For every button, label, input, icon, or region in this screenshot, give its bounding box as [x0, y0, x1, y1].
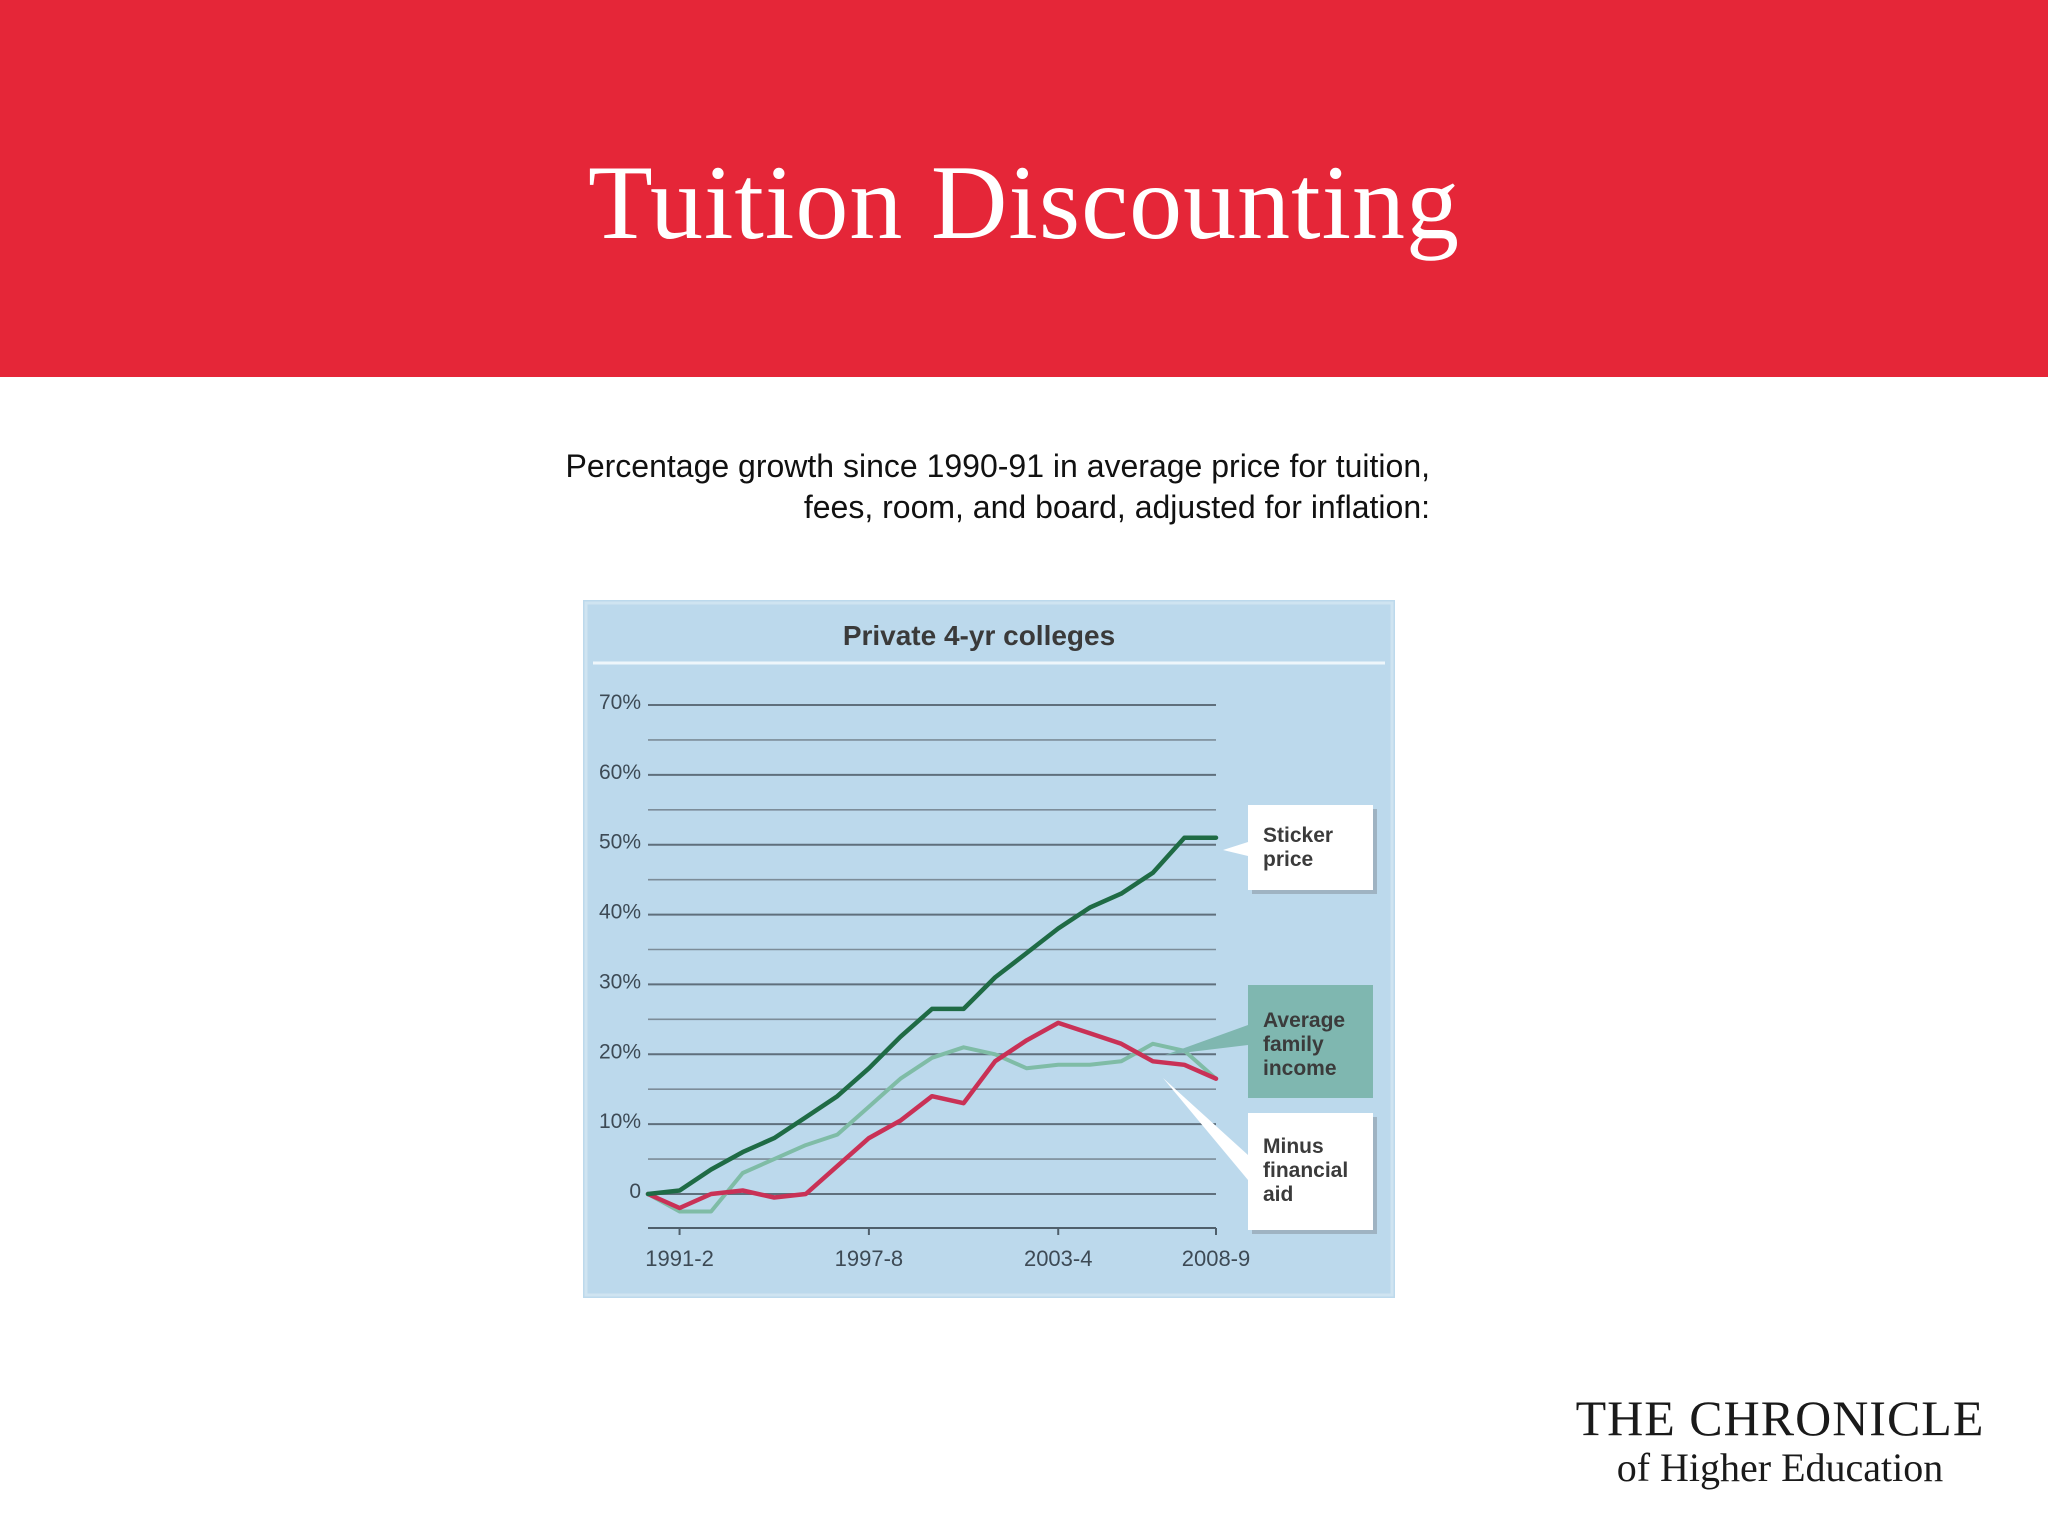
callout-pointer-minus-financial-aid — [1163, 1078, 1248, 1180]
subtitle-line-2: fees, room, and board, adjusted for infl… — [803, 489, 1430, 525]
chronicle-logo: THE CHRONICLE of Higher Education — [1555, 1390, 2005, 1490]
series-line-average-family-income — [646, 1041, 1218, 1214]
line-chart: Private 4-yr colleges 0 10% 20% 30% 40% 50% 60… — [583, 600, 1395, 1298]
subtitle-line-1: Percentage growth since 1990-91 in avera… — [565, 448, 1430, 484]
logo-line-1: THE CHRONICLE — [1575, 1390, 1985, 1446]
series-lines — [645, 835, 1219, 1214]
y-tick-label: 40% — [599, 901, 641, 924]
series-callouts: Sticker price Average family income Minus fina… — [1163, 805, 1377, 1234]
logo-line-2: of Higher Education — [1616, 1445, 1944, 1490]
chart-inner-border — [584, 601, 1394, 1297]
series-line-sticker-price — [645, 835, 1219, 1197]
y-tick-label: 10% — [599, 1110, 641, 1133]
callout-box-sticker-price — [1248, 805, 1373, 890]
y-tick-label: 20% — [599, 1040, 641, 1063]
x-tick-label: 2008-9 — [1182, 1246, 1251, 1271]
x-axis: 1991-2 1997-8 2003-4 2008-9 — [645, 1227, 1251, 1271]
series-line-minus-financial-aid — [645, 1020, 1219, 1211]
y-tick-label: 30% — [599, 970, 641, 993]
chart-panel: Private 4-yr colleges 0 10% 20% 30% 40% 50% 60… — [583, 600, 1395, 1298]
y-tick-label: 0 — [629, 1180, 641, 1203]
gridlines — [648, 704, 1216, 1195]
title-banner: Tuition Discounting — [0, 0, 2048, 377]
callout-label-minus-financial-aid: Minus financial aid — [1263, 1135, 1348, 1206]
slide-title: Tuition Discounting — [587, 143, 1461, 261]
callout-pointer-sticker-price — [1223, 842, 1248, 856]
x-tick-label: 1997-8 — [835, 1246, 904, 1271]
x-tick-label: 2003-4 — [1024, 1246, 1093, 1271]
chart-title: Private 4-yr colleges — [843, 620, 1115, 651]
callout-label-sticker-price: Sticker price — [1263, 824, 1333, 871]
x-tick-label: 1991-2 — [645, 1246, 714, 1271]
y-tick-label: 70% — [599, 691, 641, 714]
callout-pointer-average-family-income — [1165, 1025, 1248, 1055]
y-tick-label: 50% — [599, 831, 641, 854]
y-axis-tick-labels: 0 10% 20% 30% 40% 50% 60% 70% — [599, 691, 641, 1203]
slide-subtitle: Percentage growth since 1990-91 in avera… — [480, 446, 1430, 528]
y-tick-label: 60% — [599, 761, 641, 784]
callout-box-average-family-income — [1248, 985, 1373, 1098]
callout-label-average-family-income: Average family income — [1263, 1009, 1345, 1080]
callout-box-minus-financial-aid — [1248, 1113, 1373, 1230]
